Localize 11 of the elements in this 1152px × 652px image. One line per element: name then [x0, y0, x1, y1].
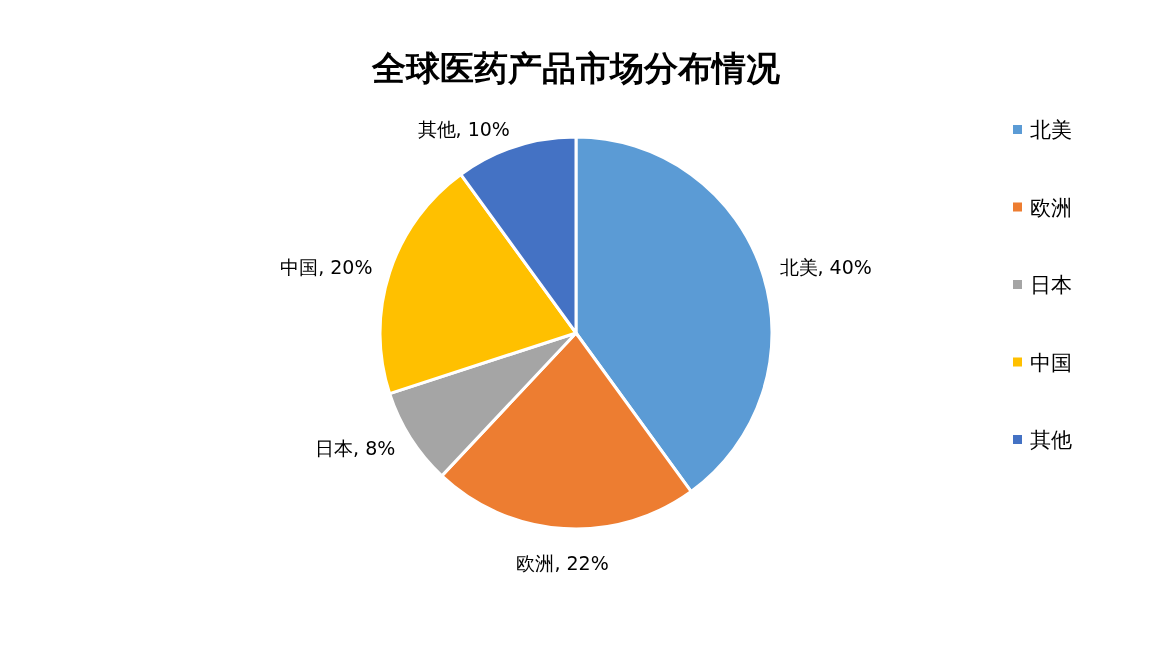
data-label: 欧洲, 22% [516, 551, 609, 574]
data-label: 日本, 8% [315, 436, 396, 459]
data-label: 中国, 20% [280, 255, 373, 278]
legend-label: 北美 [1030, 118, 1072, 142]
data-label: 其他, 10% [417, 118, 510, 141]
legend-label: 日本 [1030, 273, 1072, 297]
legend-label: 欧洲 [1030, 195, 1072, 220]
legend-label: 其他 [1030, 428, 1072, 452]
data-label: 北美, 40% [779, 255, 872, 278]
legend-label: 中国 [1030, 350, 1072, 375]
chart-title: 全球医药产品市场分布情况 [371, 48, 781, 88]
